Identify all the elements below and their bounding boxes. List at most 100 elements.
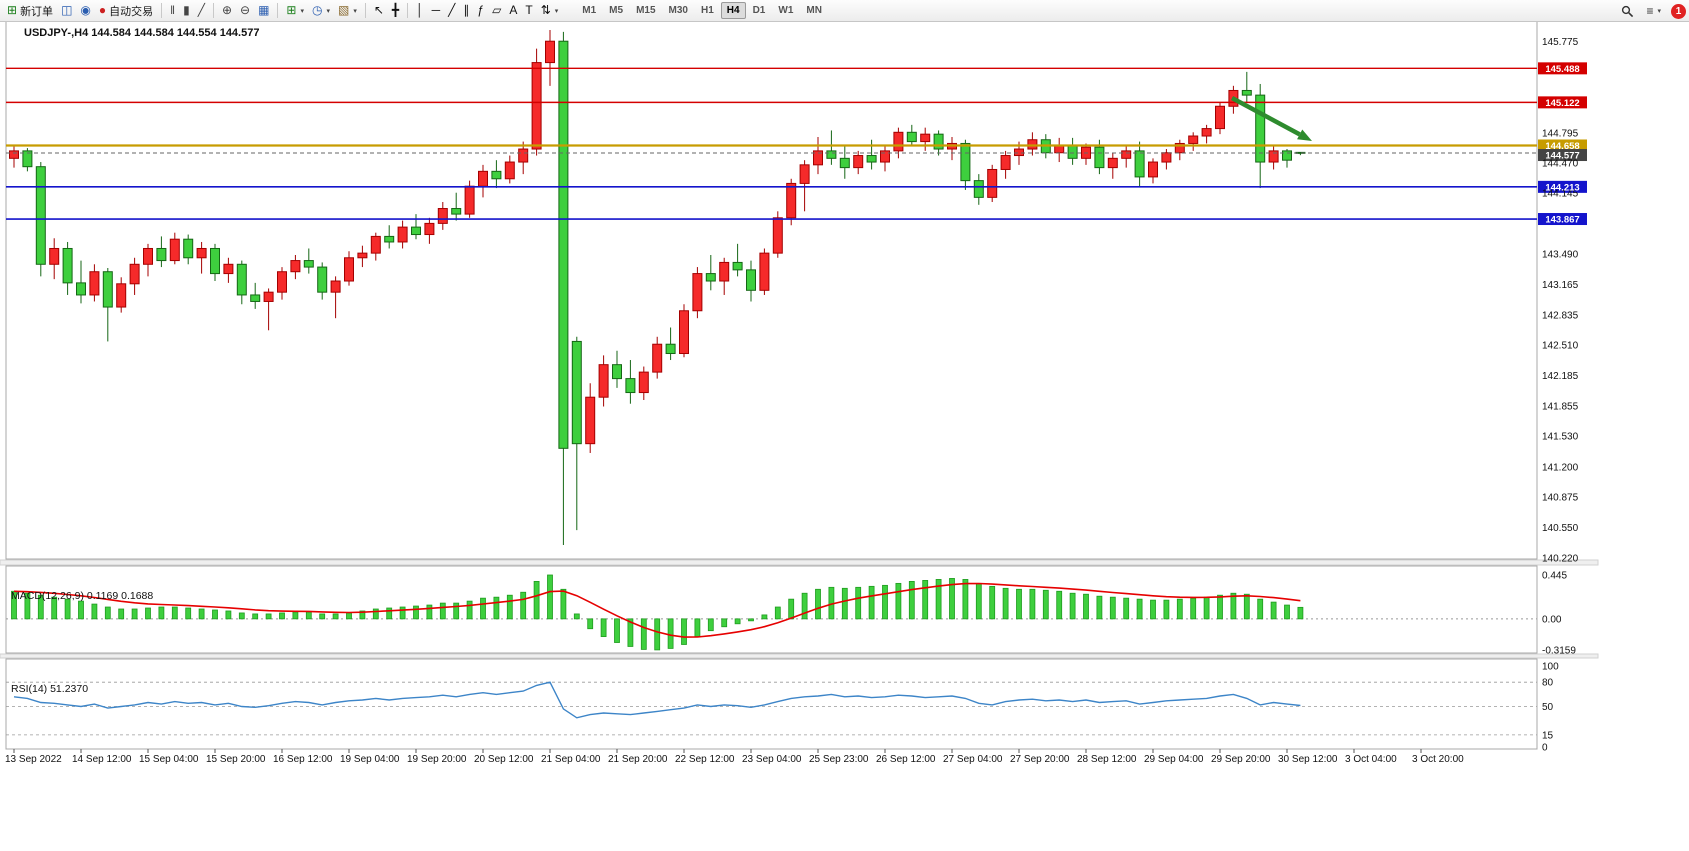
bar-chart-button[interactable]: ‖ [166,1,179,20]
toolbar-separator [277,3,279,18]
time-axis-label: 28 Sep 12:00 [1077,754,1137,765]
candle-body [826,150,837,159]
text-label-button[interactable]: T [521,1,536,20]
candle-body [1148,161,1158,178]
vertical-line-button-glyph: │ [416,3,424,17]
indicators-button[interactable]: ⊞ ▾ [282,1,308,20]
price-badge-143.867 [1538,213,1587,226]
candle-body [1268,150,1279,163]
timeframe-h1-button[interactable]: H1 [700,5,714,16]
rsi-panel[interactable] [5,658,1538,750]
macd-bar [171,606,178,620]
macd-bar [426,604,433,620]
crosshair-button[interactable]: ╋ [388,1,403,20]
panel-splitter[interactable] [0,559,1599,566]
rsi-axis-label: 15 [1542,730,1554,741]
candle-body [223,263,234,275]
macd-bar [265,613,272,620]
candle-body [893,131,904,152]
macd-bar [1203,596,1210,620]
macd-bar [1163,599,1170,620]
periods-button[interactable]: ◷ ▾ [308,1,334,20]
price-axis[interactable] [1538,62,1587,226]
candle-body [1000,155,1011,170]
new-order-button[interactable]: ⊞ 新订单 [3,1,57,20]
candle-body [210,247,220,275]
zoom-in-button[interactable]: ⊕ [218,1,236,20]
macd-bar [895,582,902,620]
macd-histogram [11,574,1304,651]
price-badge-144.658 [1538,139,1587,152]
time-axis-label: 15 Sep 20:00 [206,754,266,765]
text-label-button-glyph: T [525,3,533,17]
market-watch-icon[interactable]: ◉ [76,1,94,20]
search-button[interactable] [1617,2,1638,21]
macd-bar [841,587,848,620]
candle-body [143,247,153,265]
candle-body [880,150,890,163]
panel-splitter[interactable] [0,653,1599,659]
macd-axis-label: -0.3159 [1542,646,1576,657]
price-axis-label: 141.200 [1542,462,1579,473]
candlestick-chart-button[interactable]: ▮ [179,1,194,20]
timeframe-m1-button[interactable]: M1 [582,5,597,16]
time-axis[interactable] [13,749,1422,753]
timeframe-d1-button[interactable]: D1 [752,5,766,16]
timeframe-m5-button[interactable]: M5 [609,5,624,16]
arrows-button[interactable]: ⇅ ▾ [537,1,563,20]
text-button[interactable]: A [505,1,521,20]
trendline-button[interactable]: ╱ [444,1,459,20]
cursor-button[interactable]: ↖ [370,1,388,20]
timeframe-m15-button[interactable]: M15 [636,5,656,16]
macd-panel[interactable] [5,565,1538,654]
arrows-button-glyph: ⇅ [540,3,551,17]
line-chart-button[interactable]: ╱ [194,1,209,20]
shapes-button[interactable]: ▱ [488,1,505,20]
price-axis-label: 140.220 [1542,554,1579,565]
price-axis-label: 142.510 [1542,341,1579,352]
candle-body [169,238,180,262]
vertical-line-button[interactable]: │ [412,1,428,20]
macd-bar [1096,595,1103,620]
macd-bar [1109,596,1116,620]
macd-bar [480,597,486,620]
main-chart-panel[interactable] [5,3,1538,560]
timeframe-m30-button[interactable]: M30 [668,5,688,16]
rsi-axis-label: 80 [1542,678,1554,689]
candle-body [1282,150,1292,161]
candle-body [1215,105,1225,130]
timeframe-w1-button[interactable]: W1 [778,5,794,16]
equidistant-channel-button[interactable]: ∥ [459,1,473,20]
candle-body [397,226,408,243]
macd-bar [292,611,299,620]
tile-windows-button[interactable]: ▦ [254,1,273,20]
timeframe-mn-button[interactable]: MN [806,5,822,16]
zoom-out-button[interactable]: ⊖ [236,1,254,20]
horizontal-line-button-glyph: ─ [431,3,441,17]
horizontal-line-button[interactable]: ─ [428,1,445,20]
candle-body [263,291,274,302]
templates-button[interactable]: ▧ ▾ [334,1,361,20]
auto-trading-button[interactable]: ● 自动交易 [95,1,157,20]
candle-body [1134,150,1145,178]
menu-button[interactable]: ≡ ▾ [1642,2,1665,21]
chart-canvas[interactable]: 146.105145.775144.795144.470144.145143.4… [0,0,1689,829]
auto-trading-button-glyph: ● [98,3,107,17]
trend-arrow-annotation[interactable] [1230,96,1301,137]
candle-body [692,273,703,312]
price-axis-label: 142.835 [1542,310,1579,321]
macd-bar [734,618,741,625]
candle-body [102,271,113,308]
candle-body [866,155,877,163]
candle-body [1014,148,1024,157]
macd-bar [359,610,366,620]
macd-bar [707,618,714,632]
notification-badge[interactable]: 1 [1671,3,1686,19]
fibonacci-button[interactable]: ƒ [473,1,488,20]
chart-window-icon[interactable]: ◫ [57,1,76,20]
candle-body [853,155,864,169]
macd-bar [305,611,312,620]
timeframe-h4-button[interactable]: H4 [720,2,746,19]
candle-body [49,247,60,265]
macd-bar [681,618,687,645]
